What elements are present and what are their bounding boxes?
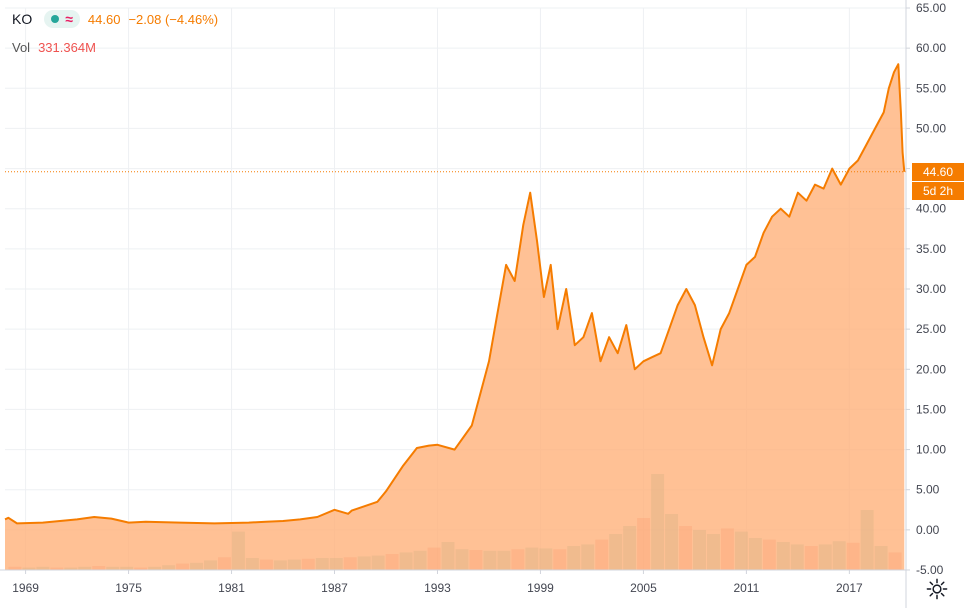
last-price-tag: 44.60 [912, 162, 964, 181]
y-tick-label: 10.00 [916, 443, 946, 457]
y-tick-label: 60.00 [916, 41, 946, 55]
countdown-tag: 5d 2h [912, 181, 964, 200]
x-tick-label: 2005 [630, 581, 657, 595]
price-line [4, 63, 906, 525]
y-tick-label: 65.00 [916, 1, 946, 15]
x-tick-label: 1993 [424, 581, 451, 595]
x-tick-label: 2017 [836, 581, 863, 595]
y-tick-label: 15.00 [916, 402, 946, 416]
wave-icon: ≈ [65, 11, 73, 27]
y-tick-label: 5.00 [916, 483, 940, 497]
price-change: −2.08 (−4.46%) [128, 11, 219, 27]
y-tick-label: 50.00 [916, 121, 946, 135]
y-tick-label: 55.00 [916, 81, 946, 95]
x-tick-label: 1987 [321, 581, 348, 595]
y-tick-label: 35.00 [916, 242, 946, 256]
x-tick-label: 1969 [12, 581, 39, 595]
volume-label[interactable]: Vol [12, 40, 31, 55]
price-value: 44.60 [87, 11, 121, 27]
y-tick-label: 30.00 [916, 282, 946, 296]
volume-value: 331.364M [38, 40, 96, 55]
market-status-dot-icon [51, 15, 60, 23]
y-tick-label: -5.00 [916, 563, 944, 577]
price-area [5, 64, 905, 570]
x-tick-label: 1981 [218, 581, 245, 595]
x-tick-label: 2011 [733, 581, 759, 595]
x-tick-label: 1975 [115, 581, 142, 595]
indicator-pill[interactable]: ≈ [44, 10, 80, 28]
y-tick-label: 25.00 [916, 322, 946, 336]
symbol-label[interactable]: KO [12, 11, 33, 27]
x-tick-label: 1999 [527, 581, 554, 595]
y-tick-label: 40.00 [916, 202, 946, 216]
legend: KO ≈ 44.60 −2.08 (−4.46%) [12, 10, 218, 28]
volume-legend: Vol 331.364M [12, 40, 96, 55]
settings-gear-icon[interactable] [926, 578, 948, 600]
y-tick-label: 20.00 [916, 362, 946, 376]
y-tick-label: 0.00 [916, 523, 940, 537]
